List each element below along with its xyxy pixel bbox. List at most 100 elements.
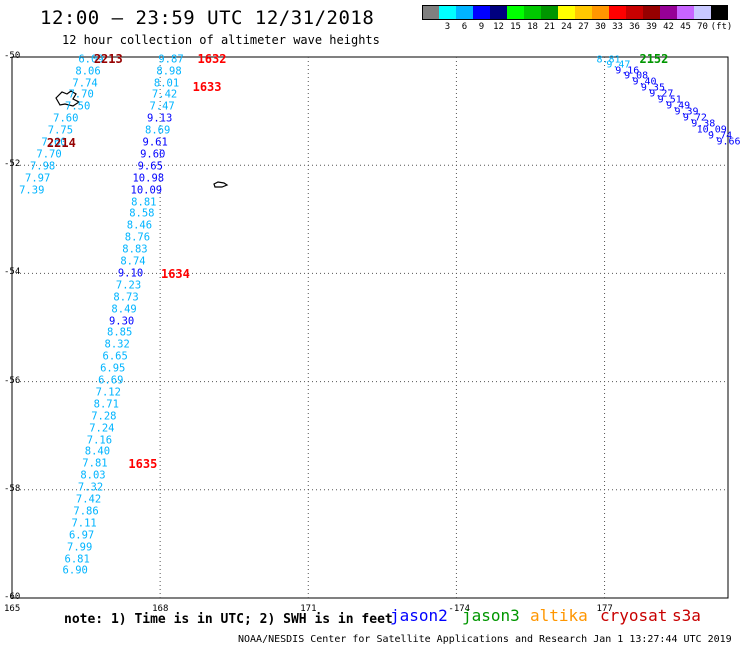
colorbar-swatch — [626, 5, 643, 19]
footer-credit: NOAA/NESDIS Center for Satellite Applica… — [238, 634, 732, 645]
longitude-tick-label: -174 — [448, 604, 471, 614]
swh-value: 9.51 — [657, 94, 682, 106]
swh-value: 7.47 — [149, 100, 175, 113]
colorbar-label: 18 — [527, 22, 538, 32]
swh-value: 6.97 — [68, 529, 95, 542]
swh-value: 8.71 — [93, 398, 119, 411]
swh-value: 7.23 — [115, 279, 142, 292]
colorbar-label: 24 — [561, 22, 572, 32]
colorbar-label: 30 — [595, 22, 606, 32]
colorbar-label: 6 — [461, 22, 468, 32]
satellite-legend-jason3: jason3 — [462, 606, 520, 625]
pass-time-label: 2152 — [639, 52, 669, 67]
swh-value: 9.61 — [142, 136, 168, 149]
colorbar-swatch — [592, 5, 609, 19]
swh-value: 7.12 — [95, 386, 121, 399]
swh-value: 7.24 — [89, 422, 115, 435]
swh-value: 9.47 — [606, 59, 631, 71]
swh-value: 10.98 — [132, 172, 165, 185]
swh-value: 9.27 — [649, 88, 674, 100]
swh-value: 8.81 — [596, 54, 621, 66]
colorbar-swatch — [558, 5, 575, 19]
colorbar-label: 33 — [612, 22, 623, 32]
colorbar-swatch — [490, 5, 507, 19]
swh-value: 8.03 — [80, 469, 106, 482]
swh-value: 9.87 — [158, 53, 184, 66]
swh-value: 7.60 — [53, 112, 79, 125]
swh-value: 9.35 — [640, 82, 665, 94]
colorbar-label: 42 — [663, 22, 674, 32]
swh-value: 7.11 — [71, 517, 97, 530]
satellite-legend-cryosat: cryosat — [600, 606, 668, 625]
pass-time-label: 1633 — [192, 80, 222, 95]
swh-value: 6.90 — [62, 564, 88, 577]
swh-value: 8.40 — [84, 445, 111, 458]
colorbar-swatch — [643, 5, 660, 19]
colorbar-label: 3 — [444, 22, 451, 32]
swh-value: 10.09 — [130, 184, 163, 197]
swh-value: 9.74 — [708, 130, 733, 142]
swh-value: 8.01 — [153, 77, 180, 89]
colorbar-swatch — [473, 5, 490, 19]
colorbar-label: 70 — [697, 22, 708, 32]
swh-value: 8.69 — [145, 124, 171, 137]
swh-value: 8.85 — [106, 326, 133, 339]
swh-value: 8.06 — [75, 65, 101, 78]
swh-value: 9.40 — [632, 76, 657, 88]
colorbar-label: 15 — [510, 22, 521, 32]
colorbar-swatch — [575, 5, 592, 19]
colorbar-label: 21 — [544, 22, 555, 32]
swh-value: 6.69 — [98, 374, 124, 387]
swh-value: 7.81 — [82, 457, 108, 470]
swh-value: 10.09 — [696, 124, 727, 136]
colorbar-label: 27 — [578, 22, 589, 32]
colorbar-swatch — [694, 5, 711, 19]
swh-value: 8.98 — [156, 65, 182, 78]
swh-value: 7.28 — [91, 410, 117, 423]
colorbar-label: 9 — [478, 22, 485, 32]
swh-value: 9.60 — [140, 148, 166, 161]
pass-time-label: 1635 — [128, 457, 158, 472]
colorbar-label: 39 — [646, 22, 657, 32]
latitude-tick-label: -50 — [4, 51, 21, 61]
page-title: 12:00 – 23:59 UTC 12/31/2018 — [40, 7, 375, 29]
swh-value: 7.39 — [19, 184, 45, 197]
swh-value: 8.46 — [126, 219, 153, 232]
colorbar-swatch — [456, 5, 473, 19]
swh-value: 7.60 — [41, 136, 67, 149]
units-note: note: 1) Time is in UTC; 2) SWH is in fe… — [64, 612, 393, 627]
longitude-tick-label: 165 — [4, 604, 21, 614]
colorbar-label: 36 — [629, 22, 640, 32]
swh-value: 7.32 — [77, 481, 104, 494]
colorbar-swatch — [507, 5, 524, 19]
swh-value: 7.99 — [66, 541, 93, 554]
colorbar-swatch — [711, 5, 728, 19]
auckland-islands-outline — [55, 90, 81, 107]
pass-time-label: 2213 — [93, 52, 123, 67]
longitude-tick-label: 177 — [596, 604, 613, 614]
swh-value: 6.09 — [78, 53, 104, 66]
latitude-tick-label: -60 — [4, 592, 21, 602]
colorbar-swatch — [541, 5, 558, 19]
pass-time-label: 1634 — [160, 266, 190, 281]
swh-value: 6.95 — [100, 362, 126, 375]
swh-value: 8.76 — [124, 231, 151, 244]
satellite-legend-s3a: s3a — [672, 606, 701, 625]
swh-value: 7.86 — [73, 505, 99, 518]
campbell-island-outline — [213, 181, 229, 188]
colorbar-swatch — [609, 5, 626, 19]
map-frame — [11, 56, 729, 599]
colorbar-swatch — [422, 5, 439, 19]
swh-value: 9.10 — [117, 267, 144, 280]
longitude-tick-label: 168 — [152, 604, 169, 614]
latitude-tick-label: -56 — [4, 375, 21, 386]
swh-value: 6.81 — [64, 553, 90, 566]
swh-value: 7.97 — [25, 172, 51, 185]
swh-value: 8.74 — [120, 255, 146, 268]
swh-value: 9.30 — [108, 315, 135, 328]
page-subtitle: 12 hour collection of altimeter wave hei… — [62, 33, 380, 47]
pass-time-label: 1632 — [197, 52, 227, 67]
swh-value: 7.70 — [68, 88, 94, 101]
colorbar-border — [422, 5, 728, 20]
